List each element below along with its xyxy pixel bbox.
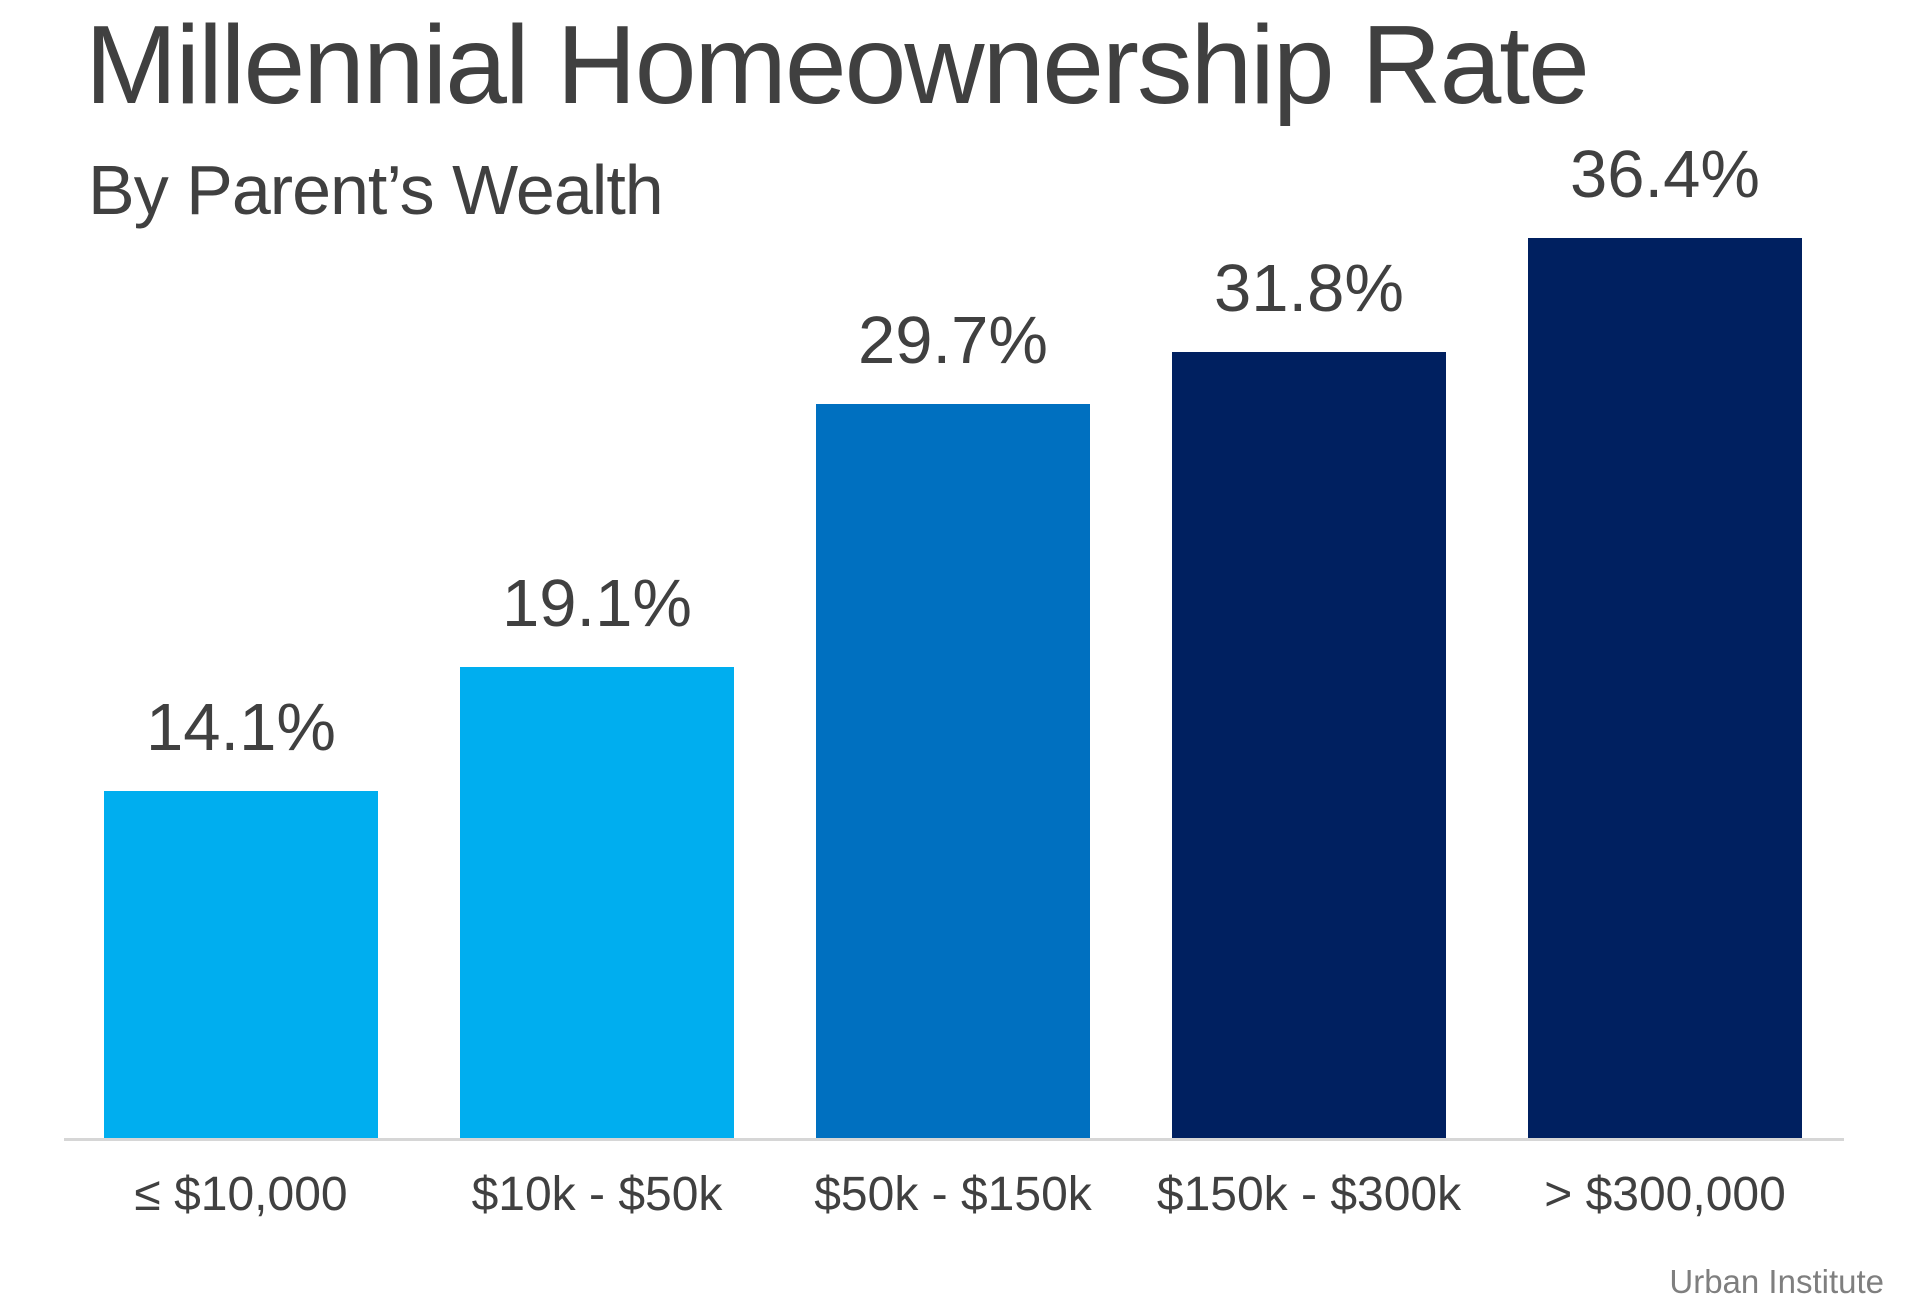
value-label-1: 14.1% <box>146 690 336 765</box>
value-label-2: 19.1% <box>502 566 692 641</box>
category-label-4: $150k - $300k <box>1156 1168 1462 1221</box>
bar-3 <box>816 404 1090 1140</box>
value-label-3: 29.7% <box>858 303 1048 378</box>
category-label-1: ≤ $10,000 <box>134 1168 348 1221</box>
value-label-5: 36.4% <box>1570 137 1760 212</box>
x-axis-line <box>64 1138 1844 1141</box>
value-label-4: 31.8% <box>1214 251 1404 326</box>
bar-2 <box>460 667 734 1140</box>
category-label-2: $10k - $50k <box>471 1168 723 1221</box>
bar-5 <box>1528 238 1802 1140</box>
category-label-5: > $300,000 <box>1544 1168 1786 1221</box>
bar-1 <box>104 791 378 1140</box>
chart-title: Millennial Homeownership Rate <box>85 3 1590 127</box>
category-label-3: $50k - $150k <box>814 1168 1092 1221</box>
bar-4 <box>1172 352 1446 1140</box>
chart-subtitle: By Parent’s Wealth <box>88 151 664 229</box>
source-attribution: Urban Institute <box>1669 1263 1884 1300</box>
